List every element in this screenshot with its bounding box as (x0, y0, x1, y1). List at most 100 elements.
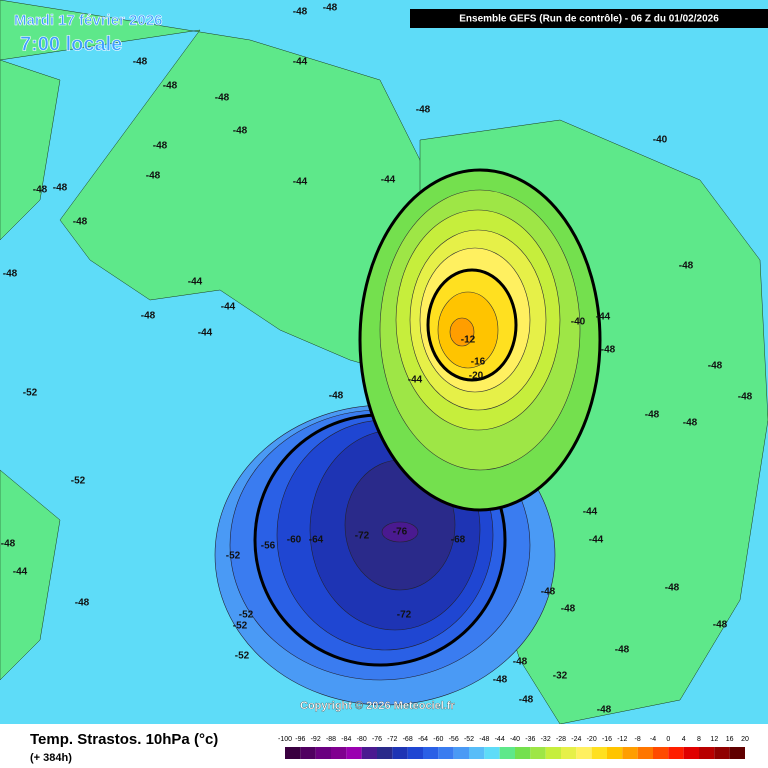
contour-label: -60 (287, 535, 302, 546)
colorbar-tick-label: -4 (650, 736, 656, 743)
map-region (0, 469, 61, 681)
colorbar-swatch (637, 747, 653, 759)
colorbar-tick-label: -28 (556, 736, 566, 743)
colorbar-tick-label: -64 (418, 736, 428, 743)
contour-label: -48 (416, 105, 431, 116)
lead-time: (+ 384h) (30, 752, 72, 764)
contour-label: -48 (541, 587, 556, 598)
contour-label: -48 (679, 261, 694, 272)
contour-label: -64 (309, 535, 324, 546)
contour-label: -44 (589, 535, 604, 546)
copyright: Copyright © 2026 Meteociel.fr (300, 700, 456, 712)
colorbar-swatch (653, 747, 669, 759)
warm-contour (449, 317, 475, 347)
contour-label: -44 (293, 177, 308, 188)
colorbar-swatch (668, 747, 684, 759)
contour-label: -44 (293, 57, 308, 68)
colorbar-swatch (545, 747, 561, 759)
colorbar-swatch (576, 747, 592, 759)
colorbar: -100 -96 -92 -88 -84 -80 -76 -72 -68 -64 -60 -56 -52… (278, 736, 749, 759)
colorbar-swatch (729, 747, 745, 759)
colorbar-tick-label: -84 (341, 736, 351, 743)
run-banner (410, 9, 768, 28)
contour-label: -44 (221, 302, 236, 313)
colorbar-tick-label: 20 (741, 736, 749, 743)
colorbar-swatch (484, 747, 500, 759)
contour-label: -48 (1, 539, 16, 550)
colorbar-swatch (285, 747, 301, 759)
contour-label: -12 (461, 335, 476, 346)
contour-label: -40 (653, 135, 668, 146)
colorbar-swatch (300, 747, 316, 759)
contour-label: -48 (601, 345, 616, 356)
colorbar-tick-label: -100 (278, 736, 292, 743)
contour-label: -48 (133, 57, 148, 68)
contour-label: -48 (683, 418, 698, 429)
colorbar-tick-label: -48 (479, 736, 489, 743)
colorbar-swatch (561, 747, 577, 759)
colorbar-swatch (683, 747, 699, 759)
colorbar-tick-label: -80 (357, 736, 367, 743)
colorbar-tick-label: -16 (602, 736, 612, 743)
colorbar-tick-label: -92 (311, 736, 321, 743)
contour-label: -44 (381, 175, 396, 186)
contour-label: -44 (188, 277, 203, 288)
colorbar-swatch (331, 747, 347, 759)
contour-label: -48 (75, 598, 90, 609)
colorbar-tick-label: -36 (525, 736, 535, 743)
colorbar-tick-label: -8 (635, 736, 641, 743)
colorbar-swatch (438, 747, 454, 759)
contour-label: -48 (329, 391, 344, 402)
colorbar-swatch (423, 747, 439, 759)
colorbar-tick-label: -72 (387, 736, 397, 743)
colorbar-tick-label: -40 (510, 736, 520, 743)
colorbar-tick-label: -52 (464, 736, 474, 743)
colorbar-tick-label: 8 (697, 736, 701, 743)
colorbar-swatch (622, 747, 638, 759)
contour-label: -48 (561, 604, 576, 615)
contour-label: -48 (519, 695, 534, 706)
contour-label: -48 (153, 141, 168, 152)
colorbar-tick-label: -76 (372, 736, 382, 743)
contour-label: -48 (215, 93, 230, 104)
contour-label: -48 (597, 705, 612, 716)
colorbar-swatch (699, 747, 715, 759)
map-region (0, 0, 471, 381)
colorbar-tick-label: 12 (710, 736, 718, 743)
colorbar-swatch (607, 747, 623, 759)
contour-label: -44 (583, 507, 598, 518)
contour-label: -44 (13, 567, 28, 578)
colorbar-tick-label: -56 (449, 736, 459, 743)
contour-label: -32 (553, 671, 568, 682)
colorbar-tick-label: -68 (403, 736, 413, 743)
contour-label: -48 (708, 361, 723, 372)
colorbar-swatch (361, 747, 377, 759)
colorbar-tick-label: -12 (617, 736, 627, 743)
colorbar-swatch (346, 747, 362, 759)
colorbar-swatch (530, 747, 546, 759)
colorbar-tick-label: -88 (326, 736, 336, 743)
contour-label: -16 (471, 357, 486, 368)
contour-label: -48 (713, 620, 728, 631)
contour-label: -48 (163, 81, 178, 92)
colorbar-tick-label: -32 (541, 736, 551, 743)
contour-label: -52 (226, 551, 241, 562)
colorbar-swatch (499, 747, 515, 759)
contour-label: -72 (355, 531, 370, 542)
map-time: 7:00 locale (20, 33, 122, 55)
contour-label: -48 (141, 311, 156, 322)
footer-bar (0, 724, 768, 768)
contour-label: -48 (493, 675, 508, 686)
colorbar-swatch (515, 747, 531, 759)
colorbar-tick-label: -44 (495, 736, 505, 743)
contour-label: -68 (451, 535, 466, 546)
contour-label: -52 (235, 651, 250, 662)
contour-label: -48 (615, 645, 630, 656)
contour-label: -40 (571, 317, 586, 328)
contour-label: -48 (738, 392, 753, 403)
map-region (0, 59, 61, 241)
colorbar-tick-label: 16 (726, 736, 734, 743)
contour-label: -48 (323, 3, 338, 14)
